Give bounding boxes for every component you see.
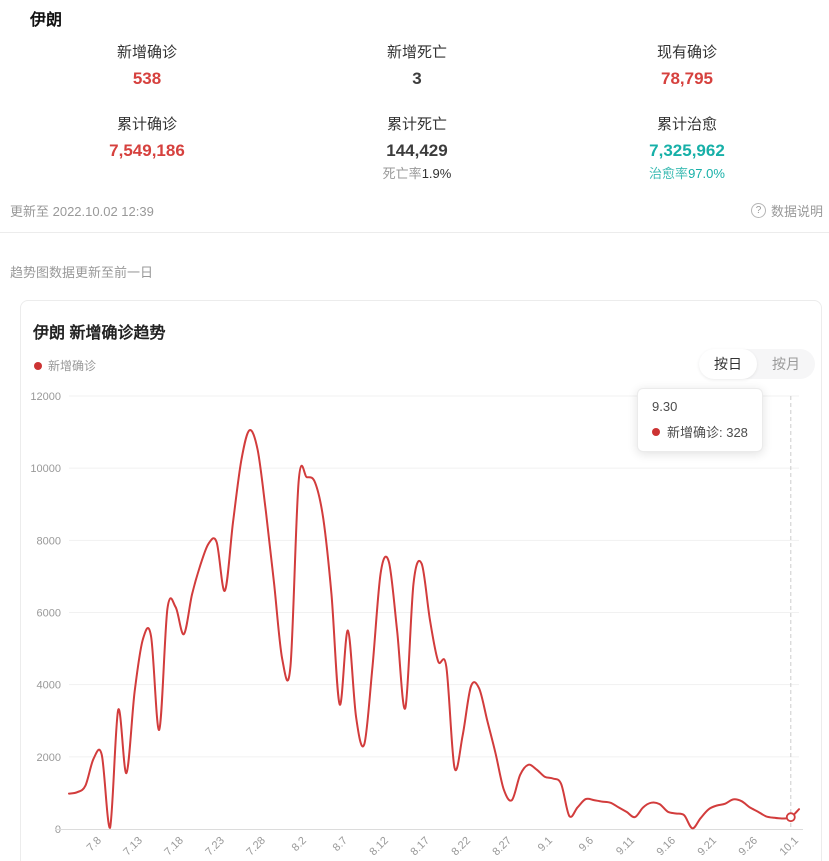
- x-axis-label: 10.1: [777, 835, 801, 859]
- y-axis-label: 8000: [37, 535, 61, 547]
- y-axis-label: 10000: [30, 463, 61, 475]
- x-axis-label: 7.13: [121, 835, 145, 859]
- data-note-label[interactable]: 数据说明: [770, 204, 823, 219]
- toggle-by-month-button[interactable]: 按月: [757, 349, 815, 379]
- stat-total-cured: 累计治愈 7,325,962 治愈率97.0%: [552, 114, 822, 182]
- y-axis-label: 6000: [37, 608, 61, 620]
- x-axis-label: 7.23: [203, 835, 227, 859]
- data-note-link[interactable]: ? 数据说明: [750, 201, 823, 220]
- toggle-by-day-button[interactable]: 按日: [699, 349, 757, 379]
- page-title: 伊朗: [30, 12, 63, 29]
- x-axis-label: 7.28: [244, 835, 268, 859]
- stat-total-deaths: 累计死亡 144,429 死亡率1.9%: [282, 114, 552, 182]
- stat-label: 累计死亡: [386, 116, 447, 133]
- legend-label: 新增确诊: [48, 359, 97, 373]
- stat-value: 144,429: [386, 141, 448, 160]
- x-axis-label: 8.12: [367, 835, 391, 859]
- updated-at-text: 更新至 2022.10.02 12:39: [10, 204, 154, 219]
- stat-label: 新增死亡: [386, 44, 447, 61]
- meta-row: 更新至 2022.10.02 12:39 ? 数据说明: [10, 201, 823, 220]
- stat-label: 累计确诊: [116, 116, 177, 133]
- trend-chart-card: 伊朗 新增确诊趋势 新增确诊 按日 按月 0200040006000800010…: [20, 300, 822, 861]
- cure-rate-label: 治愈率: [649, 166, 689, 181]
- trend-line: [68, 429, 800, 830]
- x-axis-label: 9.1: [536, 835, 555, 854]
- stat-new-deaths: 新增死亡 3: [282, 42, 552, 90]
- x-axis-label: 9.11: [614, 835, 637, 858]
- x-axis-label: 9.26: [736, 835, 760, 859]
- cure-rate-value: 97.0%: [688, 166, 725, 181]
- death-rate-label: 死亡率: [382, 166, 422, 181]
- stat-label: 现有确诊: [656, 44, 717, 61]
- trend-line-chart[interactable]: 0200040006000800010000120007.87.137.187.…: [21, 379, 823, 861]
- cure-rate: 治愈率97.0%: [552, 165, 822, 182]
- y-axis-label: 4000: [37, 680, 61, 692]
- x-axis-label: 8.27: [490, 835, 514, 859]
- x-axis-label: 9.21: [695, 835, 719, 859]
- x-axis-label: 7.18: [162, 835, 186, 859]
- death-rate-value: 1.9%: [421, 166, 452, 181]
- legend-item-new-confirmed[interactable]: 新增确诊: [34, 357, 96, 374]
- trend-note: 趋势图数据更新至前一日: [10, 265, 154, 280]
- stat-label: 累计治愈: [656, 116, 717, 133]
- stat-current-confirmed: 现有确诊 78,795: [552, 42, 822, 90]
- stat-value: 78,795: [661, 69, 713, 88]
- stat-value: 538: [132, 69, 162, 88]
- stat-new-confirmed: 新增确诊 538: [12, 42, 282, 90]
- period-toggle: 按日 按月: [699, 349, 815, 379]
- x-axis-label: 8.7: [331, 835, 350, 854]
- stat-label: 新增确诊: [116, 44, 177, 61]
- x-axis-label: 8.2: [290, 835, 309, 854]
- stat-total-confirmed: 累计确诊 7,549,186: [12, 114, 282, 182]
- x-axis-label: 8.17: [408, 835, 432, 859]
- chart-canvas[interactable]: 0200040006000800010000120007.87.137.187.…: [21, 379, 823, 861]
- y-axis-label: 12000: [30, 391, 61, 403]
- chart-title: 伊朗 新增确诊趋势: [33, 325, 166, 342]
- x-axis-label: 8.22: [449, 835, 473, 859]
- highlight-marker: [785, 812, 796, 823]
- death-rate: 死亡率1.9%: [282, 165, 552, 182]
- legend-dot-icon: [34, 361, 42, 370]
- stat-value: 7,325,962: [649, 141, 725, 160]
- stat-value: 7,549,186: [109, 141, 185, 160]
- x-axis-label: 9.6: [577, 835, 596, 854]
- x-axis-label: 9.16: [654, 835, 678, 859]
- question-circle-icon[interactable]: ?: [750, 203, 766, 218]
- stat-value: 3: [412, 69, 422, 88]
- stats-grid: 新增确诊 538 新增死亡 3 现有确诊 78,795 累计确诊 7,549,1…: [12, 42, 822, 182]
- x-axis-label: 7.8: [85, 835, 104, 854]
- section-divider: [0, 232, 829, 233]
- y-axis-label: 2000: [37, 752, 61, 764]
